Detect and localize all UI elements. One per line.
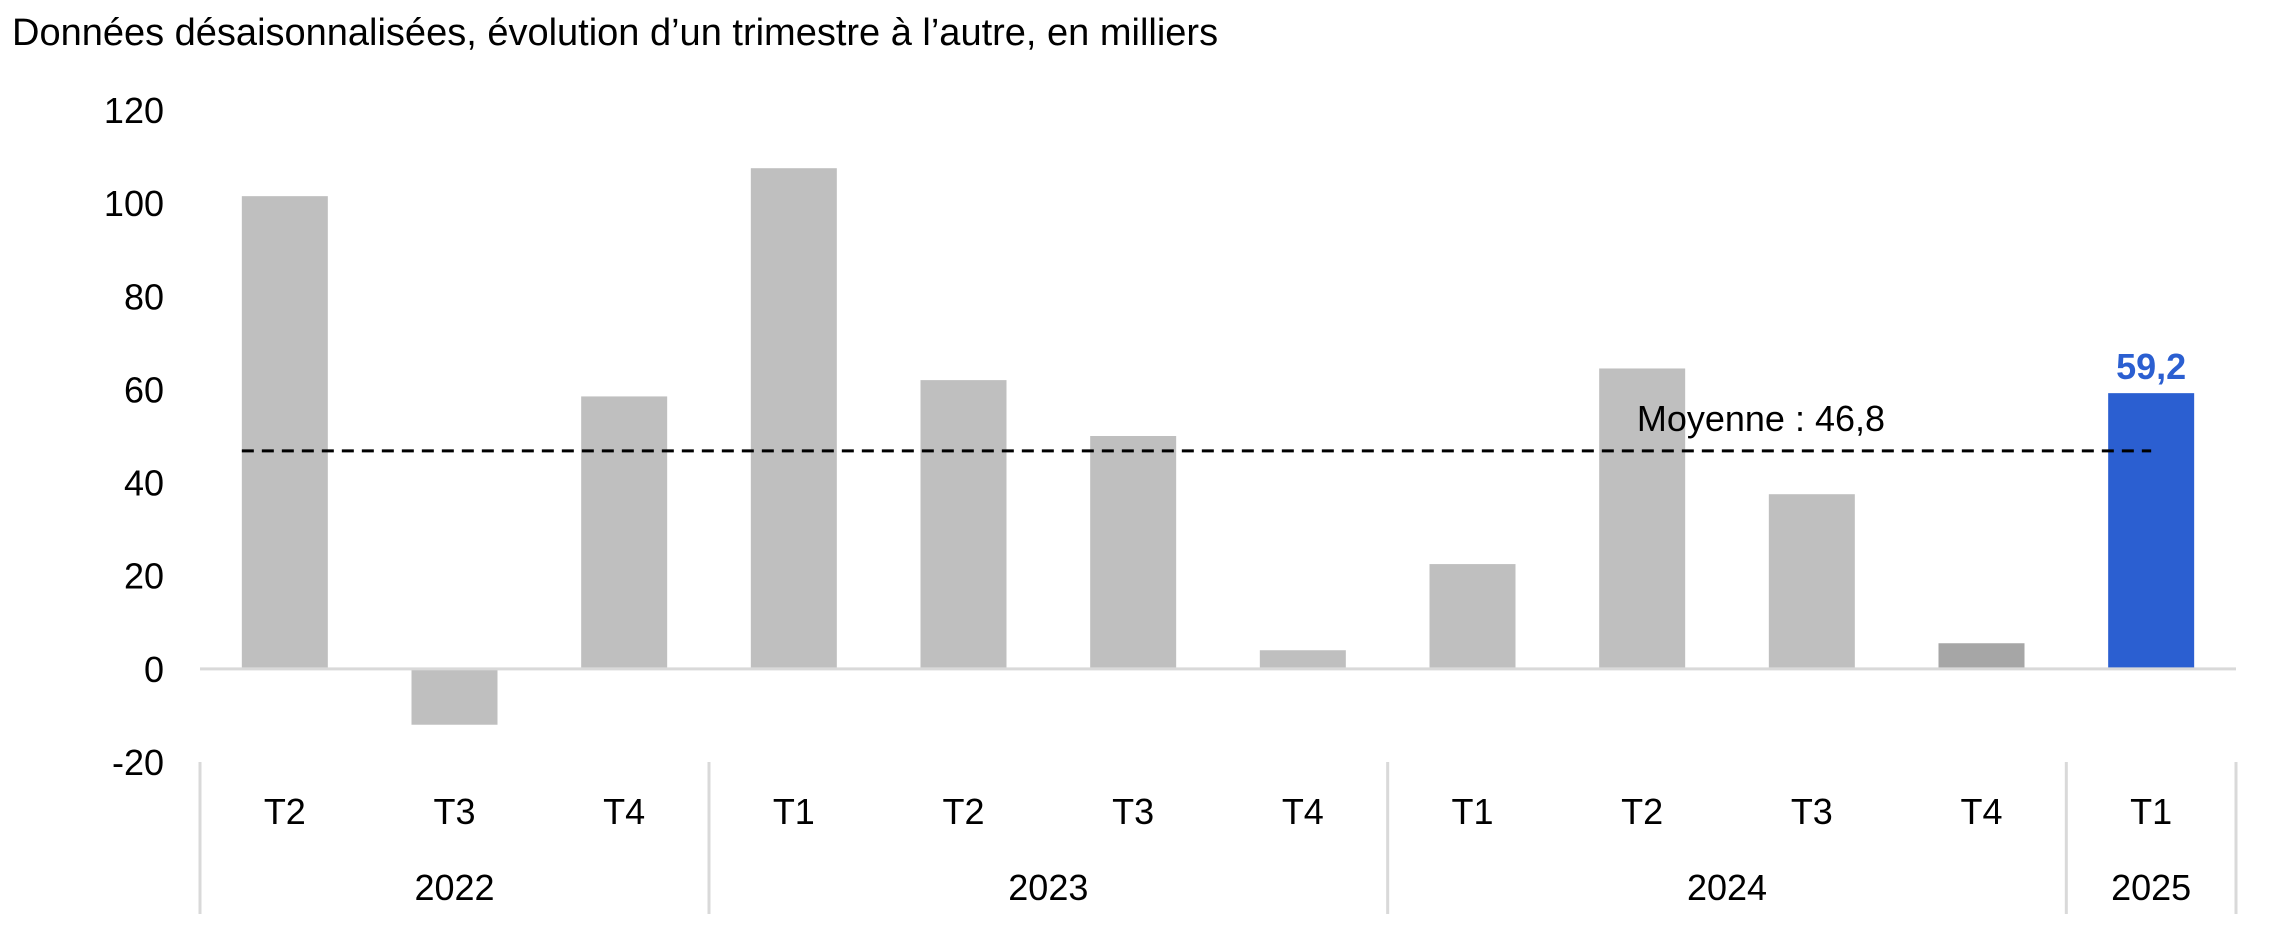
- x-tick-label: T3: [1791, 791, 1833, 832]
- y-axis: -20 0 20 40 60 80 100 120: [104, 90, 164, 783]
- x-tick-label: T2: [942, 791, 984, 832]
- y-tick-label: 20: [124, 556, 164, 597]
- bar-7: [1259, 650, 1346, 669]
- y-tick-label: 60: [124, 369, 164, 410]
- bar-12: [2108, 393, 2195, 669]
- x-tick-label: T2: [1621, 791, 1663, 832]
- y-tick-label: 40: [124, 463, 164, 504]
- bar-9: [1599, 368, 1686, 669]
- average-label: Moyenne : 46,8: [1637, 398, 1885, 439]
- x-tick-label: T3: [1112, 791, 1154, 832]
- year-label: 2022: [414, 867, 494, 908]
- x-axis: T2 T3 T4 T1 T2 T3 T4 T1 T2 T3 T4 T1 2022 2023 2024 2025: [198, 667, 2238, 914]
- y-tick-label: 100: [104, 183, 164, 224]
- bar-10: [1768, 494, 1855, 669]
- y-tick-label: 0: [144, 649, 164, 690]
- bar-4: [750, 168, 837, 669]
- bar-8: [1429, 564, 1516, 669]
- x-tick-label: T4: [603, 791, 645, 832]
- x-tick-label: T1: [2130, 791, 2172, 832]
- x-tick-label: T2: [264, 791, 306, 832]
- y-tick-label: -20: [112, 742, 164, 783]
- y-tick-label: 80: [124, 276, 164, 317]
- x-tick-label: T1: [1451, 791, 1493, 832]
- highlight-data-label: 59,2: [2116, 346, 2186, 387]
- average-line-group: Moyenne : 46,8: [241, 398, 2152, 453]
- bar-2: [411, 668, 498, 725]
- year-label: 2023: [1008, 867, 1088, 908]
- year-label: 2025: [2111, 867, 2191, 908]
- x-tick-label: T1: [773, 791, 815, 832]
- bars: 59,2: [241, 168, 2195, 725]
- x-tick-label: T4: [1960, 791, 2002, 832]
- bar-3: [581, 396, 668, 669]
- x-tick-label: T3: [433, 791, 475, 832]
- bar-11: [1938, 643, 2025, 669]
- bar-1: [241, 196, 328, 669]
- chart-title: Données désaisonnalisées, évolution d’un…: [12, 12, 1219, 54]
- bar-5: [920, 380, 1007, 669]
- y-tick-label: 120: [104, 90, 164, 131]
- bar-6: [1090, 436, 1177, 669]
- year-label: 2024: [1687, 867, 1767, 908]
- x-tick-label: T4: [1282, 791, 1324, 832]
